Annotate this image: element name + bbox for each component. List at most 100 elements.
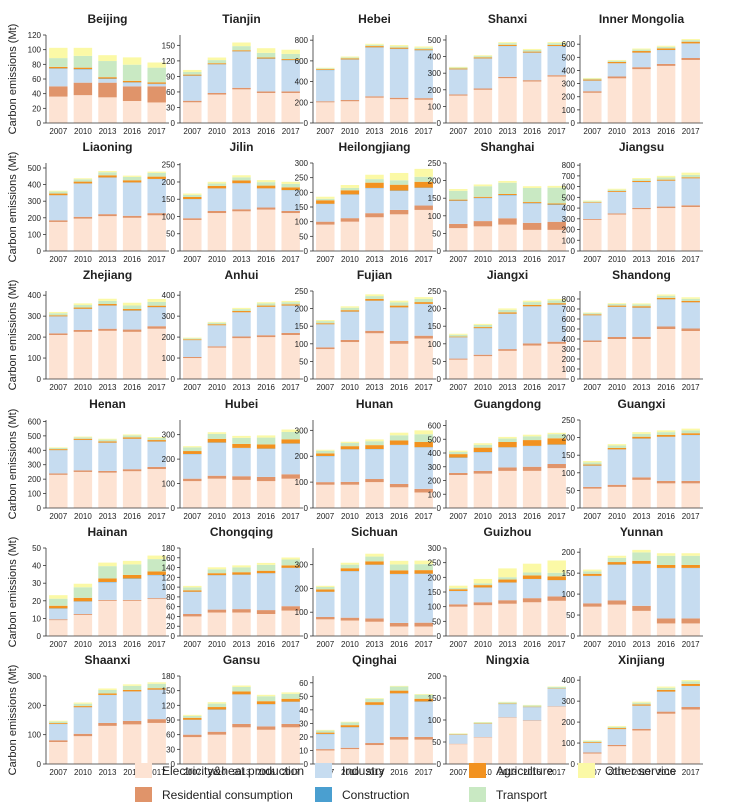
- bar-segment: [98, 693, 117, 695]
- bar-segment: [365, 479, 384, 483]
- y-tick-label: 200: [428, 305, 442, 314]
- bar-segment: [681, 205, 700, 207]
- bar-segment: [681, 686, 700, 708]
- bar-segment: [256, 614, 276, 636]
- bar-segment: [607, 191, 627, 192]
- bar-segment: [389, 736, 409, 740]
- bar-segment: [98, 82, 117, 98]
- x-tick-label: 2007: [49, 255, 67, 264]
- panel-title: Heilongjiang: [339, 140, 411, 154]
- x-tick-label: 2010: [608, 640, 626, 649]
- bar-segment: [207, 325, 227, 347]
- y-tick-label: 0: [571, 760, 576, 769]
- bar-segment: [207, 346, 227, 348]
- bar-segment: [340, 57, 360, 59]
- bar-segment: [232, 211, 251, 251]
- y-tick-label: 0: [37, 504, 42, 513]
- bar-segment: [122, 309, 142, 311]
- bar-segment: [414, 176, 433, 182]
- bar-segment: [98, 216, 117, 251]
- bar-segment: [316, 589, 335, 592]
- bar-segment: [414, 694, 433, 699]
- bar-segment: [207, 612, 227, 636]
- bar-segment: [232, 338, 251, 379]
- x-tick-label: 2010: [341, 255, 359, 264]
- bar-segment: [73, 436, 93, 438]
- y-tick-label: 100: [428, 340, 442, 349]
- bar-segment: [656, 434, 676, 437]
- bar-segment: [73, 440, 93, 471]
- bar-segment: [389, 180, 409, 185]
- bar-segment: [147, 84, 166, 87]
- bar-segment: [547, 572, 566, 577]
- bar-segment: [449, 734, 468, 744]
- y-tick-label: 300: [295, 426, 309, 435]
- x-tick-label: 2010: [74, 768, 92, 777]
- bar-segment: [473, 444, 493, 448]
- bar-segment: [583, 488, 602, 508]
- bar-segment: [49, 58, 68, 67]
- bar-segment: [98, 214, 117, 217]
- bar-segment: [498, 44, 517, 46]
- bar-segment: [498, 438, 517, 442]
- panel-jiangxi: Jiangxi 0 50 100 150 200 250 2007 2010 2013 2016 20…: [428, 268, 569, 392]
- bar-segment: [389, 97, 409, 100]
- bar-segment: [49, 721, 68, 724]
- y-tick-label: 200: [562, 718, 576, 727]
- x-tick-label: 2013: [499, 640, 517, 649]
- y-tick-label: 100: [428, 490, 442, 499]
- bar-segment: [147, 86, 166, 103]
- bar-segment: [147, 172, 166, 177]
- y-tick-label: 200: [295, 305, 309, 314]
- bar-segment: [183, 193, 202, 195]
- bar-segment: [256, 302, 276, 304]
- y-tick-label: 60: [32, 75, 41, 84]
- y-tick-label: 60: [299, 679, 308, 688]
- x-tick-label: 2007: [316, 255, 334, 264]
- bar-segment: [183, 734, 202, 738]
- bar-segment: [656, 50, 676, 64]
- bar-segment: [449, 588, 468, 590]
- bar-segment: [681, 433, 700, 435]
- bar-segment: [414, 99, 433, 123]
- bar-segment: [607, 191, 627, 214]
- bar-segment: [340, 727, 360, 748]
- panel-title: Beijing: [87, 12, 127, 26]
- bar-segment: [681, 553, 700, 556]
- bar-segment: [365, 43, 384, 45]
- x-tick-label: 2010: [608, 255, 626, 264]
- bar-segment: [73, 601, 93, 614]
- bar-segment: [414, 49, 433, 51]
- bar-segment: [365, 182, 384, 188]
- bar-segment: [207, 438, 227, 443]
- y-axis-label: Carbon emissions (Mt): [7, 537, 19, 648]
- x-tick-label: 2017: [415, 768, 433, 777]
- bar-segment: [607, 726, 627, 729]
- x-tick-label: 2013: [499, 383, 517, 392]
- bar-segment: [340, 722, 360, 726]
- bar-segment: [632, 560, 651, 564]
- y-tick-label: 100: [162, 583, 176, 592]
- y-axis-label: Carbon emissions (Mt): [7, 280, 19, 391]
- bar-segment: [656, 711, 676, 714]
- bar-segment: [98, 170, 117, 173]
- bar-segment: [583, 80, 602, 92]
- bar-segment: [498, 442, 517, 448]
- y-tick-label: 80: [166, 593, 175, 602]
- y-tick-label: 90: [166, 716, 175, 725]
- y-tick-label: 0: [571, 632, 576, 641]
- bar-segment: [414, 564, 433, 571]
- bar-segment: [207, 575, 227, 610]
- y-tick-label: 150: [428, 588, 442, 597]
- bar-segment: [122, 599, 142, 601]
- bar-segment: [498, 180, 517, 183]
- bar-segment: [583, 315, 602, 341]
- x-tick-label: 2016: [257, 768, 275, 777]
- x-tick-label: 2007: [449, 383, 467, 392]
- bar-segment: [232, 336, 251, 339]
- bar-segment: [316, 204, 335, 222]
- bar-segment: [340, 56, 360, 58]
- bar-segment: [340, 310, 360, 312]
- bar-segment: [681, 297, 700, 299]
